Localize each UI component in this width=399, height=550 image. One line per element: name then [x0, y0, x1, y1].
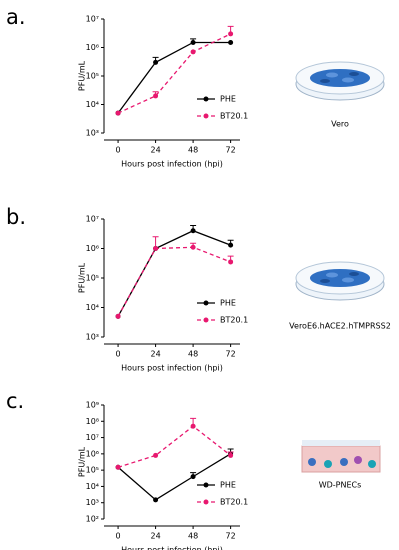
legend-marker: [203, 300, 209, 306]
y-tick-label: 10⁵: [86, 466, 99, 475]
point: [190, 228, 196, 234]
y-tick-label: 10⁵: [86, 72, 99, 81]
y-tick-label: 10⁷: [86, 433, 99, 442]
point: [228, 31, 234, 37]
y-tick-label: 10⁴: [86, 482, 99, 491]
panel-label: c.: [6, 389, 24, 413]
point: [115, 110, 121, 116]
x-axis-label: Hours post infection (hpi): [121, 160, 223, 169]
legend-marker: [203, 317, 209, 323]
legend-marker: [203, 482, 209, 488]
point: [190, 423, 196, 429]
x-tick-label: 72: [226, 532, 236, 541]
x-axis-label: Hours post infection (hpi): [121, 546, 223, 550]
x-tick-label: 48: [188, 350, 198, 359]
point: [153, 93, 159, 99]
point: [153, 452, 159, 458]
dish-icon: [295, 61, 385, 101]
y-axis-label: PFU/mL: [78, 60, 87, 91]
y-tick-label: 10⁴: [86, 100, 99, 109]
image-label: Vero: [331, 120, 349, 129]
series-line: [117, 41, 231, 114]
point: [228, 452, 234, 458]
y-tick-label: 10⁶: [86, 244, 99, 253]
point: [153, 246, 159, 251]
epithelium-icon: [301, 440, 381, 473]
y-tick-label: 10⁵: [86, 274, 99, 283]
legend-label: BT20.1: [220, 498, 248, 507]
series-line: [117, 33, 231, 114]
legend-marker: [203, 499, 209, 505]
point: [115, 313, 121, 319]
y-tick-label: 10⁹: [86, 401, 99, 410]
y-tick-label: 10³: [86, 498, 99, 507]
panel-label: b.: [6, 205, 26, 229]
y-axis-label: PFU/mL: [78, 262, 87, 293]
legend-marker: [203, 113, 209, 119]
x-tick-label: 72: [226, 350, 236, 359]
x-tick-label: 24: [150, 350, 160, 359]
point: [228, 242, 234, 248]
y-tick-label: 10³: [86, 333, 99, 342]
y-tick-label: 10⁴: [86, 303, 99, 312]
series-line: [117, 453, 231, 501]
y-tick-label: 10⁷: [86, 15, 99, 24]
point: [190, 244, 196, 250]
point: [228, 39, 234, 45]
point: [228, 259, 234, 265]
legend-label: PHE: [220, 299, 236, 308]
image-label: VeroE6.hACE2.hTMPRSS2: [289, 322, 391, 331]
y-tick-label: 10⁷: [86, 215, 99, 224]
x-tick-label: 24: [150, 532, 160, 541]
legend-marker: [203, 96, 209, 102]
x-tick-label: 48: [188, 532, 198, 541]
point: [190, 49, 196, 55]
point: [153, 497, 159, 503]
point: [190, 474, 196, 480]
legend-label: BT20.1: [220, 316, 248, 325]
x-tick-label: 0: [116, 146, 121, 155]
y-axis-label: PFU/mL: [78, 446, 87, 477]
point: [153, 59, 159, 65]
y-tick-label: 10³: [86, 129, 99, 138]
legend-label: PHE: [220, 95, 236, 104]
x-tick-label: 72: [226, 146, 236, 155]
y-tick-label: 10⁶: [86, 43, 99, 52]
y-tick-label: 10⁸: [86, 417, 99, 426]
x-tick-label: 48: [188, 146, 198, 155]
point: [115, 464, 121, 470]
y-tick-label: 10⁶: [86, 449, 99, 458]
x-tick-label: 0: [116, 532, 121, 541]
dish-icon: [295, 261, 385, 301]
x-tick-label: 0: [116, 350, 121, 359]
series-line: [117, 246, 231, 317]
y-tick-label: 10²: [86, 515, 99, 524]
series-line: [117, 425, 232, 468]
panel-label: a.: [6, 5, 26, 29]
image-label: WD-PNECs: [319, 481, 362, 490]
legend-label: BT20.1: [220, 112, 248, 121]
x-axis-label: Hours post infection (hpi): [121, 364, 223, 373]
legend-label: PHE: [220, 481, 236, 490]
x-tick-label: 24: [150, 146, 160, 155]
point: [190, 39, 196, 45]
